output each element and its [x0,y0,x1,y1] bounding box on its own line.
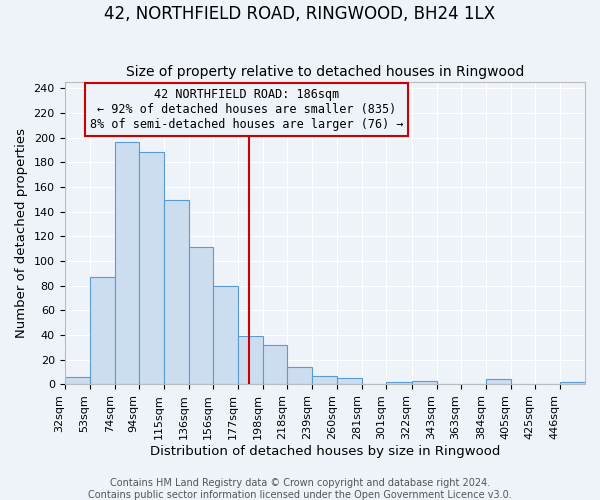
Text: 42 NORTHFIELD ROAD: 186sqm
← 92% of detached houses are smaller (835)
8% of semi: 42 NORTHFIELD ROAD: 186sqm ← 92% of deta… [90,88,403,131]
Bar [337,378,362,384]
Bar [65,377,89,384]
Text: 42, NORTHFIELD ROAD, RINGWOOD, BH24 1LX: 42, NORTHFIELD ROAD, RINGWOOD, BH24 1LX [104,5,496,23]
Bar [263,345,287,384]
Bar [287,367,312,384]
Title: Size of property relative to detached houses in Ringwood: Size of property relative to detached ho… [125,66,524,80]
Bar [412,380,437,384]
Bar [485,380,511,384]
Bar [213,286,238,384]
Bar [386,382,412,384]
Bar [238,336,263,384]
Text: Contains HM Land Registry data © Crown copyright and database right 2024.
Contai: Contains HM Land Registry data © Crown c… [88,478,512,500]
Y-axis label: Number of detached properties: Number of detached properties [15,128,28,338]
Bar [139,152,164,384]
Bar [115,142,139,384]
X-axis label: Distribution of detached houses by size in Ringwood: Distribution of detached houses by size … [149,444,500,458]
Bar [89,277,115,384]
Bar [560,382,585,384]
Bar [164,200,189,384]
Bar [189,248,213,384]
Bar [312,376,337,384]
